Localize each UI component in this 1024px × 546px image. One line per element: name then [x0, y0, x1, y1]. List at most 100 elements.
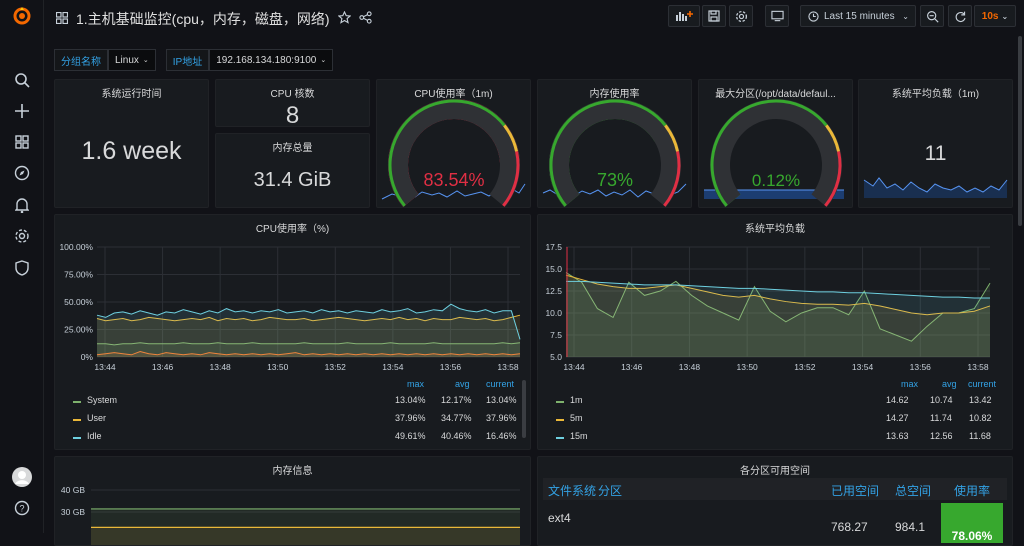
- panel-title: CPU使用率（1m): [414, 89, 493, 100]
- help-icon[interactable]: ?: [12, 498, 32, 518]
- avatar[interactable]: [12, 467, 32, 487]
- chevron-down-icon: ⌄: [902, 11, 909, 21]
- col-header-partition[interactable]: 分区: [598, 484, 623, 498]
- gauge-value: 73%: [597, 170, 633, 190]
- refresh-button[interactable]: [948, 5, 972, 27]
- legend-avg: 40.46%: [441, 431, 472, 441]
- col-header-used[interactable]: 已用空间: [831, 484, 880, 498]
- grafana-logo[interactable]: [12, 6, 32, 26]
- tv-mode-button[interactable]: [765, 5, 789, 27]
- panel-uptime[interactable]: 系统运行时间 1.6 week: [54, 79, 209, 208]
- gauge-threshold: [824, 151, 842, 207]
- plus-icon[interactable]: [12, 101, 32, 121]
- gauge-threshold: [502, 151, 520, 207]
- panel-load-chart[interactable]: 系统平均负载 17.5 15.0 12.5 10.0 7.5 5.0 13:44 13:46 1…: [537, 214, 1013, 450]
- zoom-out-button[interactable]: [920, 5, 944, 27]
- legend-row[interactable]: User 37.96% 34.77% 37.96%: [73, 413, 523, 427]
- panel-title: 内存总量: [272, 143, 313, 154]
- variable-value-ip: 192.168.134.180:9100: [216, 54, 317, 66]
- legend-avg: 12.56: [930, 431, 953, 441]
- add-panel-button[interactable]: [668, 5, 700, 27]
- series-line: [96, 303, 521, 340]
- variable-select-ip[interactable]: 192.168.134.180:9100 ⌄: [209, 49, 334, 71]
- settings-icon: [735, 10, 747, 22]
- series-area: [97, 342, 520, 357]
- panel-title: CPU使用率（%): [255, 224, 330, 235]
- legend-series-name: 1m: [570, 395, 583, 405]
- x-tick-label: 13:58: [967, 362, 989, 372]
- time-range-picker[interactable]: Last 15 minutes ⌄: [800, 5, 916, 27]
- save-button[interactable]: [702, 5, 726, 27]
- legend-max: 14.27: [886, 413, 909, 423]
- col-header-total[interactable]: 总空间: [895, 484, 932, 498]
- table-row[interactable]: ext4 768.27 984.1 78.06%: [543, 503, 1007, 543]
- alert-bell-icon[interactable]: [12, 195, 32, 215]
- legend-max: 13.63: [886, 431, 909, 441]
- col-header-pct[interactable]: 使用率: [954, 484, 991, 498]
- legend-avg: 12.17%: [441, 395, 472, 405]
- legend-header-avg: avg: [942, 379, 957, 389]
- legend-max: 37.96%: [395, 413, 426, 423]
- variable-select-group[interactable]: Linux ⌄: [108, 49, 156, 71]
- load-legend: max avg current 1m 14.62 10.74 13.42 5m 14.27…: [556, 379, 1006, 449]
- legend-series-name: Idle: [87, 431, 102, 441]
- panel-cpu-usage-chart[interactable]: CPU使用率（%) 100.00% 75.00% 50.00% 25.00% 0% 13:…: [54, 214, 531, 450]
- legend-scrollbar[interactable]: [522, 380, 526, 438]
- settings-button[interactable]: [729, 5, 753, 27]
- legend-current: 13.42: [969, 395, 992, 405]
- gauge-threshold: [710, 99, 828, 207]
- search-icon[interactable]: [12, 70, 32, 90]
- x-tick-label: 13:48: [679, 362, 701, 372]
- dashboard-title[interactable]: 1.主机基础监控(cpu，内存，磁盘，网络): [76, 11, 330, 27]
- legend-row[interactable]: System 13.04% 12.17% 13.04%: [73, 395, 523, 409]
- add-panel-icon: [676, 11, 693, 21]
- x-tick-label: 13:44: [94, 362, 116, 372]
- legend-current: 11.68: [969, 431, 991, 441]
- page-scrollbar[interactable]: [1018, 36, 1022, 226]
- variable-value-group: Linux: [115, 54, 139, 66]
- share-icon[interactable]: [358, 11, 372, 27]
- series-line: [566, 280, 990, 299]
- chevron-down-icon: ⌄: [320, 57, 327, 64]
- refresh-interval-picker[interactable]: 10s ⌄: [974, 5, 1016, 27]
- time-range-label: Last 15 minutes: [824, 10, 895, 22]
- table-header: 文件系统 分区 已用空间 总空间 使用率: [543, 478, 1007, 500]
- dashboards-icon[interactable]: [12, 132, 32, 152]
- panel-gauge-cpu[interactable]: CPU使用率（1m) 83.54%: [376, 79, 531, 208]
- x-tick-label: 13:44: [563, 362, 585, 372]
- star-icon[interactable]: [337, 10, 351, 27]
- legend-row[interactable]: 5m 14.27 11.74 10.82: [556, 413, 1006, 427]
- panel-title: 最大分区(/opt/data/defaul...: [715, 89, 836, 100]
- explore-icon[interactable]: [12, 163, 32, 183]
- panel-mem-total[interactable]: 内存总量 31.4 GiB: [215, 133, 370, 208]
- col-header-fs[interactable]: 文件系统: [548, 484, 597, 498]
- legend-swatch: [556, 419, 564, 421]
- x-tick-label: 13:54: [852, 362, 874, 372]
- legend-avg: 11.74: [930, 413, 952, 423]
- panel-load-stat[interactable]: 系统平均负载（1m) 11: [858, 79, 1013, 208]
- gauge-track: [549, 99, 681, 207]
- legend-row[interactable]: Idle 49.61% 40.46% 16.46%: [73, 431, 523, 445]
- panel-title: 系统平均负载（1m): [891, 89, 980, 100]
- panel-disk-table[interactable]: 各分区可用空间 文件系统 分区 已用空间 总空间 使用率 ext4 768.27…: [537, 456, 1013, 546]
- gear-icon[interactable]: [12, 226, 32, 246]
- y-tick-label: 10.0: [545, 308, 562, 318]
- panel-gauge-mem[interactable]: 内存使用率 73%: [537, 79, 692, 208]
- cpu-cores-value: 8: [285, 102, 300, 127]
- y-tick-label: 30 GB: [61, 507, 85, 517]
- legend-current: 13.04%: [486, 395, 517, 405]
- dashboard-grid-icon[interactable]: [55, 11, 69, 27]
- legend-row[interactable]: 1m 14.62 10.74 13.42: [556, 395, 1006, 409]
- y-tick-label: 75.00%: [64, 270, 93, 280]
- series-line: [96, 350, 521, 356]
- cell-total: 984.1: [895, 520, 926, 534]
- panel-gauge-disk[interactable]: 最大分区(/opt/data/defaul... 0.12%: [698, 79, 853, 208]
- shield-icon[interactable]: [12, 258, 32, 278]
- panel-title: 各分区可用空间: [740, 466, 810, 477]
- panel-title: CPU 核数: [270, 89, 315, 100]
- legend-row[interactable]: 15m 13.63 12.56 11.68: [556, 431, 1006, 445]
- panel-cpu-cores[interactable]: CPU 核数 8: [215, 79, 370, 127]
- series-line: [97, 342, 521, 346]
- x-tick-label: 13:50: [737, 362, 759, 372]
- x-tick-label: 13:50: [267, 362, 289, 372]
